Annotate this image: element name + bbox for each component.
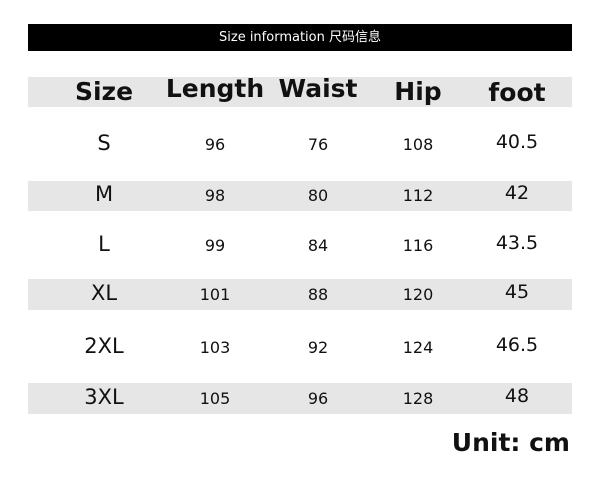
header-length: Length: [165, 74, 265, 103]
cell-length: 96: [204, 135, 226, 154]
cell-waist: 76: [307, 135, 329, 154]
cell-size: XL: [90, 280, 118, 305]
header-hip: Hip: [394, 77, 442, 106]
cell-hip: 128: [402, 388, 434, 408]
cell-size: S: [97, 131, 111, 155]
cell-size: L: [98, 232, 110, 256]
cell-size: M: [94, 182, 114, 206]
cell-hip: 116: [402, 236, 434, 255]
table-row: M 98 80 112 42: [28, 181, 572, 211]
header-waist: Waist: [278, 74, 358, 103]
cell-hip: 112: [402, 186, 434, 205]
cell-foot: 42: [504, 182, 530, 204]
unit-label: Unit: cm: [451, 428, 570, 457]
header-foot: foot: [488, 78, 546, 107]
cell-waist: 92: [307, 337, 329, 357]
cell-size: 2XL: [84, 333, 124, 358]
cell-foot: 46.5: [495, 333, 539, 356]
table-header: Size Length Waist Hip foot: [28, 74, 572, 107]
cell-foot: 40.5: [495, 131, 539, 153]
title-bar: Size information 尺码信息: [28, 24, 572, 51]
cell-foot: 43.5: [495, 232, 539, 254]
cell-waist: 96: [307, 388, 329, 408]
table-row: L 99 84 116 43.5: [28, 230, 572, 262]
cell-size: 3XL: [84, 384, 124, 409]
cell-length: 98: [204, 186, 226, 205]
cell-length: 101: [199, 284, 231, 304]
cell-hip: 120: [402, 284, 434, 304]
cell-length: 105: [199, 388, 231, 408]
cell-hip: 108: [402, 135, 434, 154]
table-row: S 96 76 108 40.5: [28, 125, 572, 165]
cell-foot: 45: [504, 280, 530, 303]
table-row: 3XL 105 96 128 48: [28, 383, 572, 414]
cell-hip: 124: [402, 337, 434, 357]
cell-waist: 88: [307, 284, 329, 304]
table-row: 2XL 103 92 124 46.5: [28, 330, 572, 365]
cell-waist: 80: [307, 186, 329, 205]
cell-length: 99: [204, 236, 226, 255]
cell-foot: 48: [504, 384, 530, 407]
header-size: Size: [74, 77, 134, 106]
cell-waist: 84: [307, 236, 329, 255]
cell-length: 103: [199, 337, 231, 357]
table-row: XL 101 88 120 45: [28, 279, 572, 310]
